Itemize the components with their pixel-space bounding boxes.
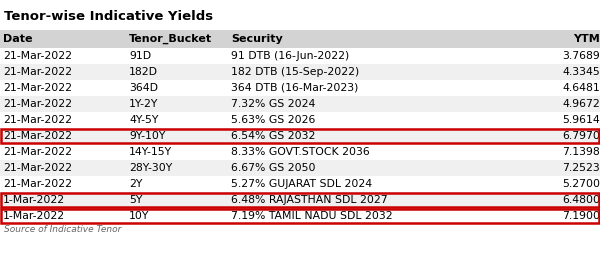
Bar bbox=[0, 80, 600, 96]
Text: 21-Mar-2022: 21-Mar-2022 bbox=[3, 115, 72, 125]
Text: Source of Indicative Tenor: Source of Indicative Tenor bbox=[4, 225, 121, 234]
Text: 7.1398: 7.1398 bbox=[562, 147, 600, 157]
Text: YTM: YTM bbox=[573, 34, 600, 44]
Text: 5Y: 5Y bbox=[129, 195, 142, 205]
Text: 6.54% GS 2032: 6.54% GS 2032 bbox=[231, 131, 316, 141]
Text: 6.7970: 6.7970 bbox=[562, 131, 600, 141]
Bar bbox=[0, 192, 600, 208]
Text: 5.63% GS 2026: 5.63% GS 2026 bbox=[231, 115, 316, 125]
Bar bbox=[0, 64, 600, 80]
Text: 21-Mar-2022: 21-Mar-2022 bbox=[3, 51, 72, 61]
Bar bbox=[1, 129, 599, 143]
Text: 21-Mar-2022: 21-Mar-2022 bbox=[3, 147, 72, 157]
Bar bbox=[0, 160, 600, 176]
Text: 91 DTB (16-Jun-2022): 91 DTB (16-Jun-2022) bbox=[231, 51, 349, 61]
Text: 7.19% TAMIL NADU SDL 2032: 7.19% TAMIL NADU SDL 2032 bbox=[231, 211, 392, 221]
Bar bbox=[1, 209, 599, 223]
Text: 21-Mar-2022: 21-Mar-2022 bbox=[3, 163, 72, 173]
Text: 7.1900: 7.1900 bbox=[562, 211, 600, 221]
Text: 21-Mar-2022: 21-Mar-2022 bbox=[3, 83, 72, 93]
Text: 7.2523: 7.2523 bbox=[562, 163, 600, 173]
Bar bbox=[0, 30, 600, 48]
Text: Security: Security bbox=[231, 34, 283, 44]
Text: 7.32% GS 2024: 7.32% GS 2024 bbox=[231, 99, 316, 109]
Text: 364D: 364D bbox=[129, 83, 158, 93]
Text: 1-Mar-2022: 1-Mar-2022 bbox=[3, 211, 65, 221]
Text: 2Y: 2Y bbox=[129, 179, 142, 189]
Text: 14Y-15Y: 14Y-15Y bbox=[129, 147, 172, 157]
Text: 1Y-2Y: 1Y-2Y bbox=[129, 99, 158, 109]
Text: 182 DTB (15-Sep-2022): 182 DTB (15-Sep-2022) bbox=[231, 67, 359, 77]
Text: 4.9672: 4.9672 bbox=[562, 99, 600, 109]
Text: Tenor-wise Indicative Yields: Tenor-wise Indicative Yields bbox=[4, 10, 213, 23]
Text: Tenor_Bucket: Tenor_Bucket bbox=[129, 34, 212, 44]
Text: 364 DTB (16-Mar-2023): 364 DTB (16-Mar-2023) bbox=[231, 83, 358, 93]
Bar bbox=[0, 128, 600, 144]
Text: 9Y-10Y: 9Y-10Y bbox=[129, 131, 166, 141]
Text: 21-Mar-2022: 21-Mar-2022 bbox=[3, 99, 72, 109]
Text: 5.27% GUJARAT SDL 2024: 5.27% GUJARAT SDL 2024 bbox=[231, 179, 372, 189]
Text: 10Y: 10Y bbox=[129, 211, 149, 221]
Text: Date: Date bbox=[3, 34, 32, 44]
Bar bbox=[0, 48, 600, 64]
Text: 182D: 182D bbox=[129, 67, 158, 77]
Text: 6.4800: 6.4800 bbox=[562, 195, 600, 205]
Bar bbox=[1, 193, 599, 207]
Text: 4.3345: 4.3345 bbox=[562, 67, 600, 77]
Text: 91D: 91D bbox=[129, 51, 151, 61]
Bar bbox=[0, 208, 600, 224]
Text: 4.6481: 4.6481 bbox=[562, 83, 600, 93]
Text: 6.48% RAJASTHAN SDL 2027: 6.48% RAJASTHAN SDL 2027 bbox=[231, 195, 388, 205]
Text: 4Y-5Y: 4Y-5Y bbox=[129, 115, 158, 125]
Text: 8.33% GOVT.STOCK 2036: 8.33% GOVT.STOCK 2036 bbox=[231, 147, 370, 157]
Text: 6.67% GS 2050: 6.67% GS 2050 bbox=[231, 163, 316, 173]
Bar bbox=[0, 112, 600, 128]
Text: 21-Mar-2022: 21-Mar-2022 bbox=[3, 131, 72, 141]
Text: 21-Mar-2022: 21-Mar-2022 bbox=[3, 179, 72, 189]
Text: 28Y-30Y: 28Y-30Y bbox=[129, 163, 172, 173]
Text: 5.9614: 5.9614 bbox=[562, 115, 600, 125]
Text: 5.2700: 5.2700 bbox=[562, 179, 600, 189]
Text: 21-Mar-2022: 21-Mar-2022 bbox=[3, 67, 72, 77]
Text: 3.7689: 3.7689 bbox=[562, 51, 600, 61]
Bar bbox=[0, 96, 600, 112]
Bar bbox=[0, 144, 600, 160]
Bar bbox=[0, 176, 600, 192]
Text: 1-Mar-2022: 1-Mar-2022 bbox=[3, 195, 65, 205]
